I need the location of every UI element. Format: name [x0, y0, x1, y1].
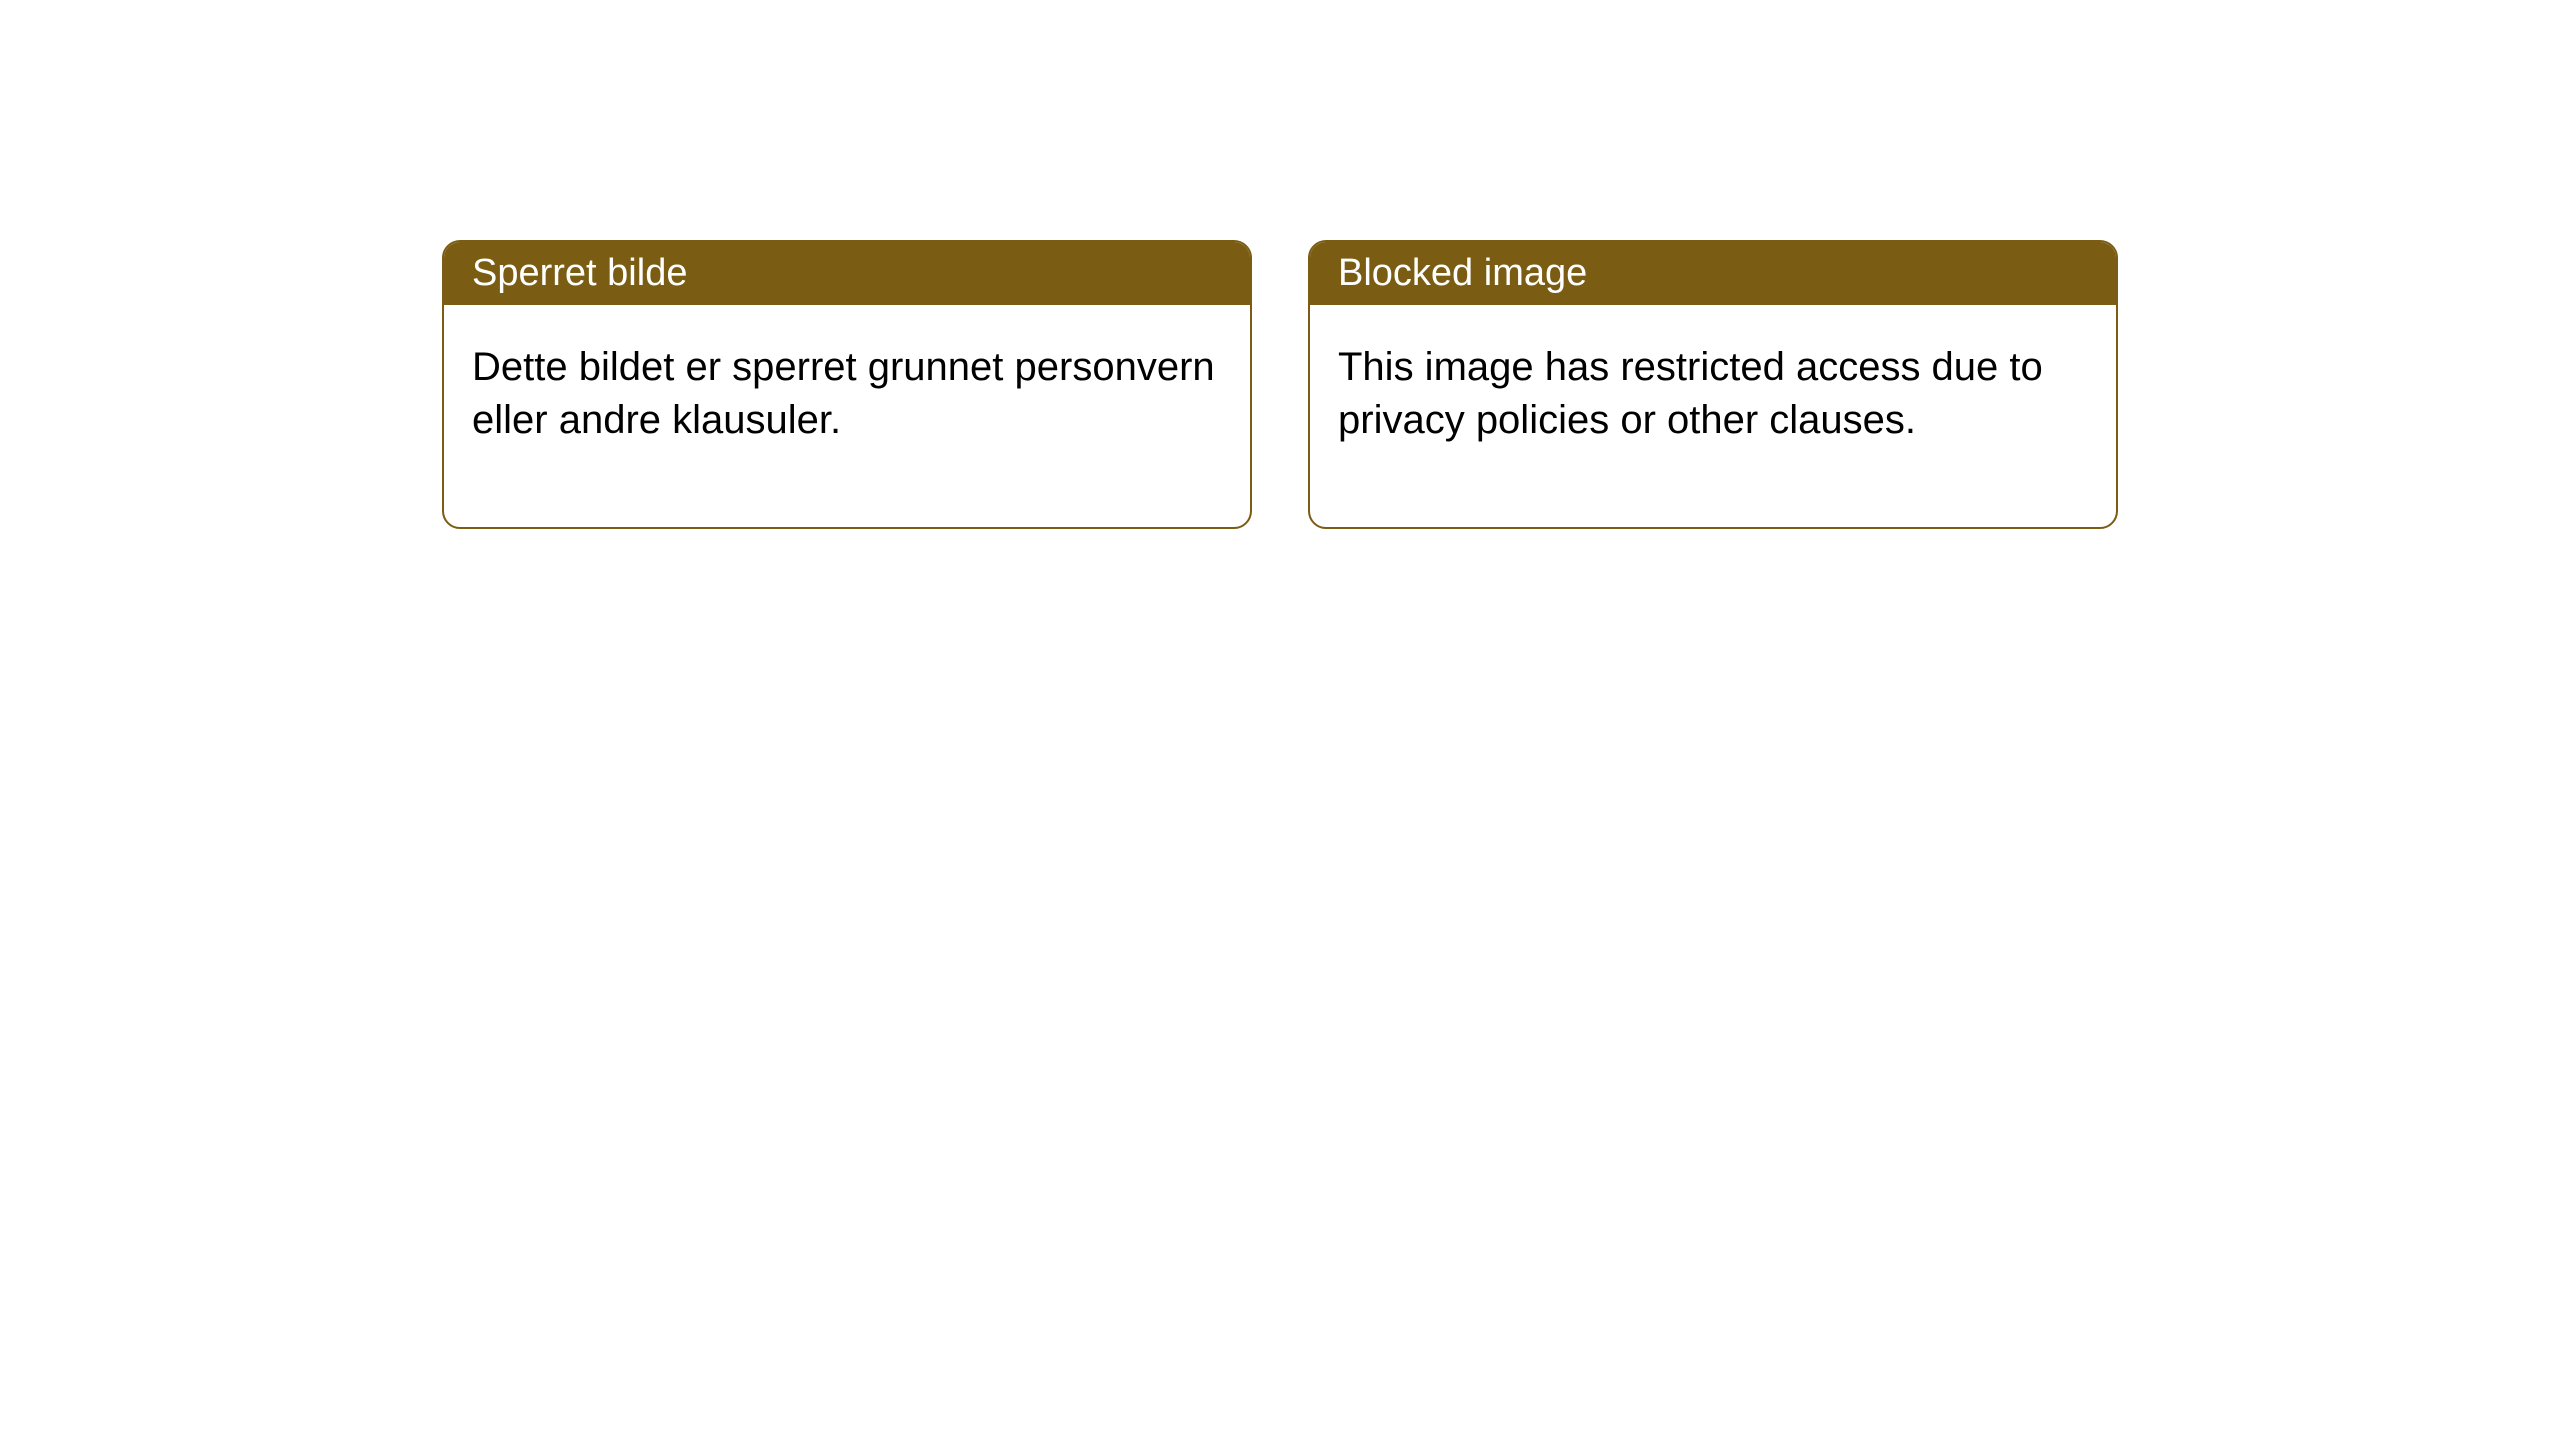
notice-title: Blocked image	[1338, 252, 1587, 294]
notice-card-norwegian: Sperret bilde Dette bildet er sperret gr…	[442, 240, 1252, 529]
notice-body-text: Dette bildet er sperret grunnet personve…	[472, 345, 1215, 442]
notice-container: Sperret bilde Dette bildet er sperret gr…	[0, 240, 2560, 529]
notice-title: Sperret bilde	[472, 252, 687, 294]
notice-header: Sperret bilde	[444, 242, 1250, 305]
notice-body: Dette bildet er sperret grunnet personve…	[444, 305, 1250, 527]
notice-header: Blocked image	[1310, 242, 2116, 305]
notice-body: This image has restricted access due to …	[1310, 305, 2116, 527]
notice-body-text: This image has restricted access due to …	[1338, 345, 2043, 442]
notice-card-english: Blocked image This image has restricted …	[1308, 240, 2118, 529]
